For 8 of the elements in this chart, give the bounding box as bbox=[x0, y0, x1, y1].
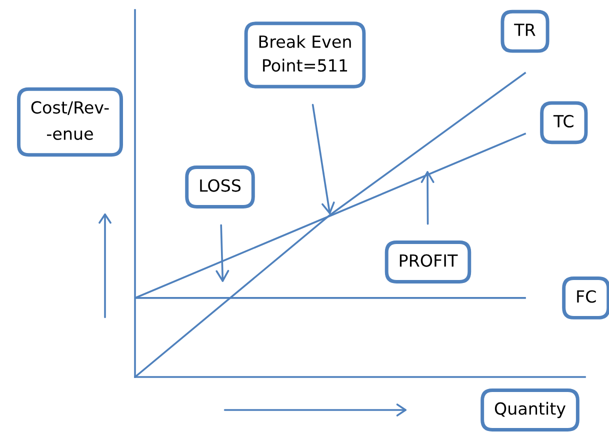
annotation: PROFIT bbox=[400, 254, 458, 267]
annotation: LOSS bbox=[200, 179, 241, 192]
text: TR bbox=[514, 24, 536, 36]
x-axis-title: Quantity bbox=[494, 402, 566, 418]
series-label: TC bbox=[553, 114, 574, 128]
text: Break Even Point=511 bbox=[259, 35, 351, 72]
text: FC bbox=[577, 290, 596, 303]
y-axis-title: Cost/Rev- -enue bbox=[31, 101, 109, 140]
